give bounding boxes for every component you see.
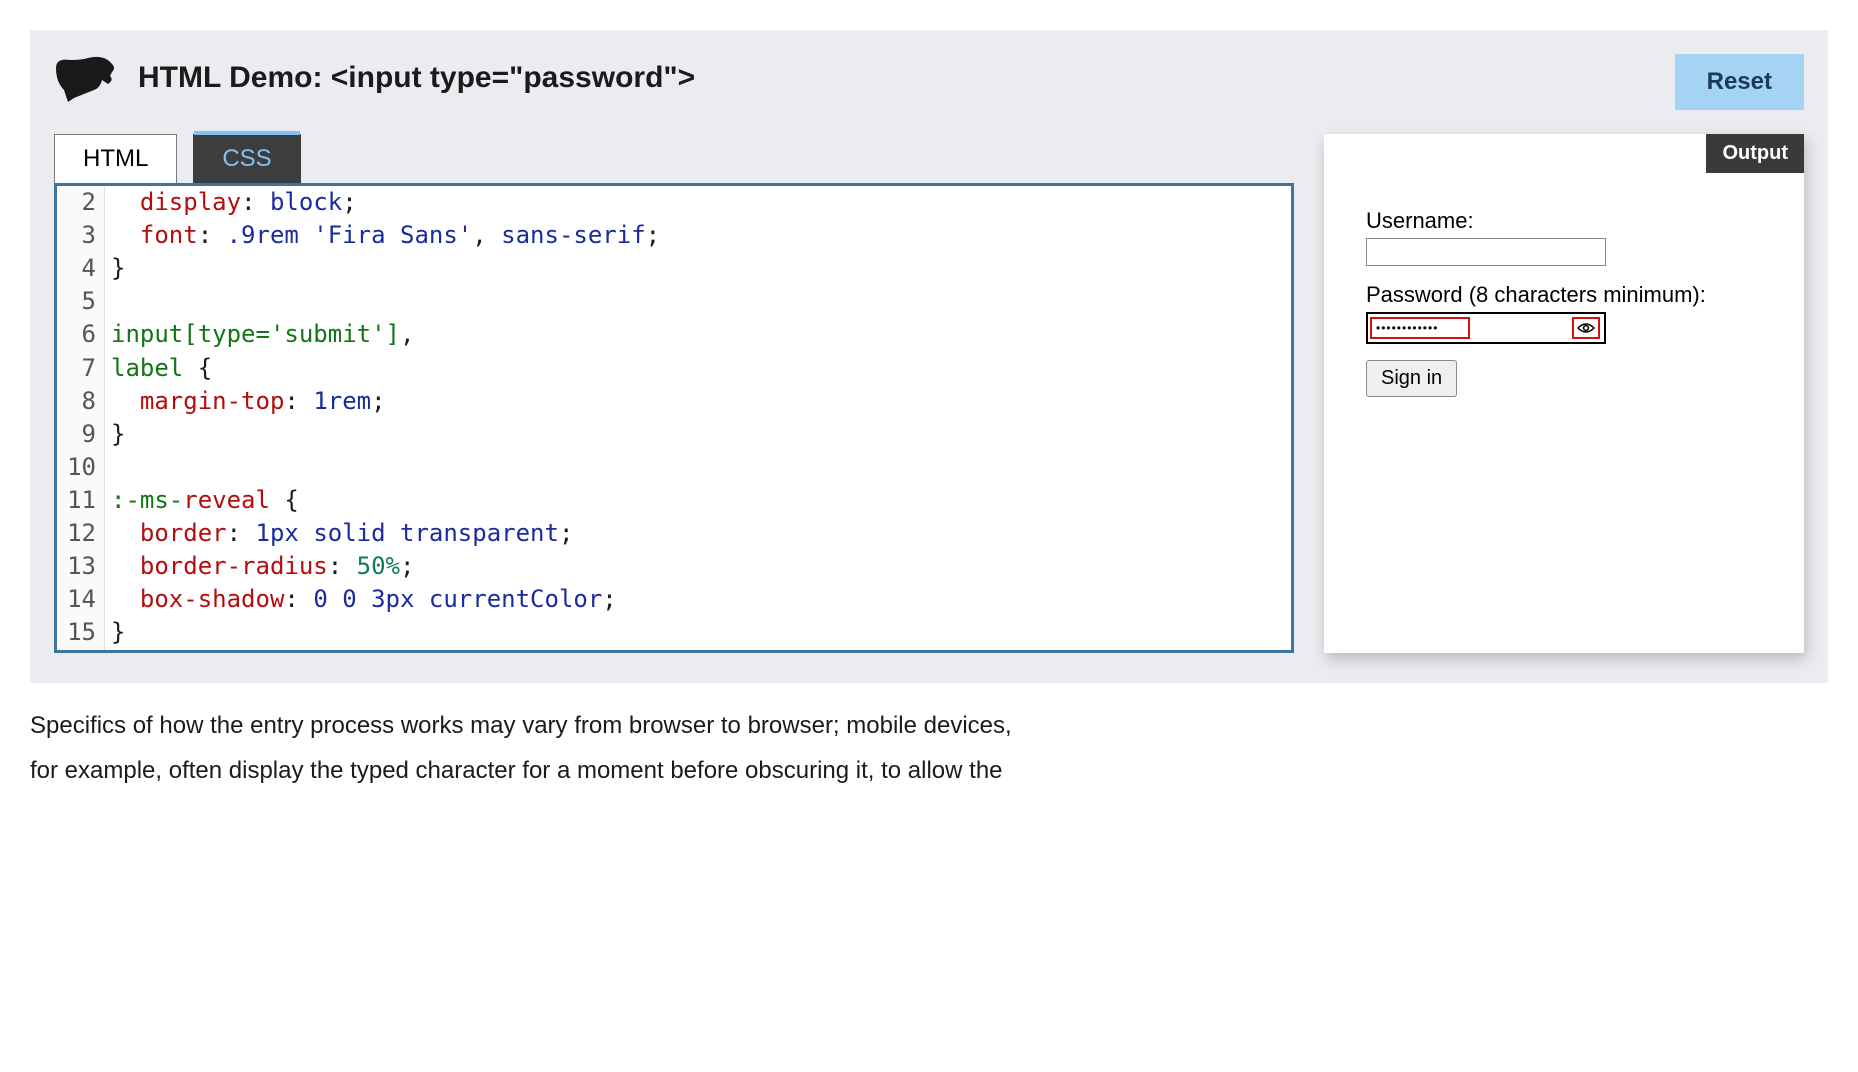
line-number: 9 — [57, 418, 105, 451]
tab-html[interactable]: HTML — [54, 134, 177, 183]
code-content: box-shadow: 0 0 3px currentColor; — [105, 583, 617, 616]
code-content: margin-top: 1rem; — [105, 385, 386, 418]
article-line-2: for example, often display the typed cha… — [30, 748, 1828, 794]
line-number: 7 — [57, 352, 105, 385]
line-number: 12 — [57, 517, 105, 550]
reset-button[interactable]: Reset — [1675, 54, 1804, 110]
line-number: 10 — [57, 451, 105, 484]
code-content: display: block; — [105, 186, 357, 219]
demo-header: HTML Demo: <input type="password"> Reset — [54, 54, 1804, 110]
signin-button[interactable]: Sign in — [1366, 360, 1457, 397]
code-line: 2 display: block; — [57, 186, 1291, 219]
editor-column: HTML CSS 2 display: block;3 font: .9rem … — [54, 134, 1294, 653]
code-content: font: .9rem 'Fira Sans', sans-serif; — [105, 219, 660, 252]
code-line: 13 border-radius: 50%; — [57, 550, 1291, 583]
code-content: border-radius: 50%; — [105, 550, 414, 583]
code-line: 4} — [57, 252, 1291, 285]
line-number: 4 — [57, 252, 105, 285]
line-number: 6 — [57, 318, 105, 351]
editor-tabs: HTML CSS — [54, 134, 1294, 183]
output-column: Output Username: Password (8 characters … — [1324, 134, 1804, 653]
code-line: 8 margin-top: 1rem; — [57, 385, 1291, 418]
article-text: Specifics of how the entry process works… — [30, 703, 1828, 794]
password-label: Password (8 characters minimum): — [1366, 282, 1762, 308]
code-content: label { — [105, 352, 212, 385]
code-content: } — [105, 616, 125, 649]
line-number: 5 — [57, 285, 105, 318]
code-content: } — [105, 418, 125, 451]
output-badge: Output — [1706, 134, 1804, 173]
code-content: border: 1px solid transparent; — [105, 517, 573, 550]
line-number: 14 — [57, 583, 105, 616]
demo-body: HTML CSS 2 display: block;3 font: .9rem … — [54, 134, 1804, 653]
code-line: 3 font: .9rem 'Fira Sans', sans-serif; — [57, 219, 1291, 252]
line-number: 8 — [57, 385, 105, 418]
tab-css[interactable]: CSS — [193, 134, 300, 183]
line-number: 13 — [57, 550, 105, 583]
dino-logo-icon — [54, 54, 118, 102]
code-line: 15} — [57, 616, 1291, 649]
output-box: Output Username: Password (8 characters … — [1324, 134, 1804, 653]
code-line: 11:-ms-reveal { — [57, 484, 1291, 517]
code-line: 7label { — [57, 352, 1291, 385]
line-number: 3 — [57, 219, 105, 252]
username-input[interactable] — [1366, 238, 1606, 266]
interactive-demo-panel: HTML Demo: <input type="password"> Reset… — [30, 30, 1828, 683]
code-content — [105, 451, 125, 484]
code-line: 5 — [57, 285, 1291, 318]
code-line: 12 border: 1px solid transparent; — [57, 517, 1291, 550]
code-content: } — [105, 252, 125, 285]
line-number: 15 — [57, 616, 105, 649]
output-preview: Username: Password (8 characters minimum… — [1324, 154, 1804, 437]
code-content: input[type='submit'], — [105, 318, 414, 351]
demo-title: HTML Demo: <input type="password"> — [138, 61, 695, 95]
code-line: 9} — [57, 418, 1291, 451]
code-line: 14 box-shadow: 0 0 3px currentColor; — [57, 583, 1291, 616]
code-line: 10 — [57, 451, 1291, 484]
code-content — [105, 285, 125, 318]
title-group: HTML Demo: <input type="password"> — [54, 54, 695, 102]
password-input[interactable]: •••••••••••• — [1366, 312, 1606, 344]
username-label: Username: — [1366, 208, 1762, 234]
code-editor[interactable]: 2 display: block;3 font: .9rem 'Fira San… — [54, 183, 1294, 653]
password-reveal-icon[interactable] — [1572, 317, 1600, 339]
line-number: 2 — [57, 186, 105, 219]
line-number: 11 — [57, 484, 105, 517]
article-line-1: Specifics of how the entry process works… — [30, 703, 1828, 749]
code-content: :-ms-reveal { — [105, 484, 299, 517]
code-line: 6input[type='submit'], — [57, 318, 1291, 351]
password-masked-value: •••••••••••• — [1370, 317, 1470, 339]
